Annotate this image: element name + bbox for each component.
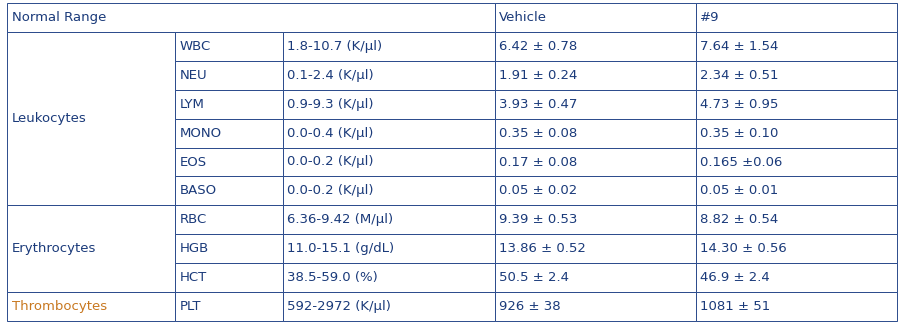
Text: 2.34 ± 0.51: 2.34 ± 0.51 bbox=[700, 69, 778, 82]
Text: 0.0-0.2 (K/μl): 0.0-0.2 (K/μl) bbox=[287, 184, 374, 198]
Text: 0.0-0.2 (K/μl): 0.0-0.2 (K/μl) bbox=[287, 156, 374, 168]
Text: 13.86 ± 0.52: 13.86 ± 0.52 bbox=[498, 242, 585, 255]
Bar bbox=[283, 31, 494, 61]
Bar bbox=[695, 205, 896, 235]
Bar bbox=[494, 61, 695, 89]
Text: 926 ± 38: 926 ± 38 bbox=[498, 300, 561, 313]
Text: 1.8-10.7 (K/μl): 1.8-10.7 (K/μl) bbox=[287, 40, 382, 52]
Text: WBC: WBC bbox=[180, 40, 210, 52]
Text: 0.17 ± 0.08: 0.17 ± 0.08 bbox=[498, 156, 577, 168]
Text: 6.36-9.42 (M/μl): 6.36-9.42 (M/μl) bbox=[287, 214, 393, 226]
Text: Leukocytes: Leukocytes bbox=[12, 112, 87, 125]
Text: MONO: MONO bbox=[180, 126, 221, 140]
Bar bbox=[695, 235, 896, 263]
Text: 0.0-0.4 (K/μl): 0.0-0.4 (K/μl) bbox=[287, 126, 373, 140]
Text: 0.165 ±0.06: 0.165 ±0.06 bbox=[700, 156, 782, 168]
Bar bbox=[7, 3, 494, 31]
Bar bbox=[175, 263, 283, 293]
Text: 0.1-2.4 (K/μl): 0.1-2.4 (K/μl) bbox=[287, 69, 374, 82]
Bar bbox=[695, 147, 896, 177]
Text: 3.93 ± 0.47: 3.93 ± 0.47 bbox=[498, 98, 577, 110]
Text: 0.9-9.3 (K/μl): 0.9-9.3 (K/μl) bbox=[287, 98, 374, 110]
Text: LYM: LYM bbox=[180, 98, 204, 110]
Bar bbox=[695, 263, 896, 293]
Bar bbox=[494, 205, 695, 235]
Bar bbox=[175, 293, 283, 321]
Bar bbox=[494, 119, 695, 147]
Bar bbox=[175, 205, 283, 235]
Bar bbox=[283, 177, 494, 205]
Bar bbox=[283, 119, 494, 147]
Text: 6.42 ± 0.78: 6.42 ± 0.78 bbox=[498, 40, 577, 52]
Bar bbox=[494, 3, 695, 31]
Bar bbox=[7, 31, 175, 205]
Text: 50.5 ± 2.4: 50.5 ± 2.4 bbox=[498, 272, 569, 284]
Text: PLT: PLT bbox=[180, 300, 201, 313]
Bar bbox=[695, 31, 896, 61]
Text: BASO: BASO bbox=[180, 184, 217, 198]
Bar bbox=[494, 89, 695, 119]
Bar bbox=[695, 293, 896, 321]
Bar bbox=[175, 89, 283, 119]
Text: 14.30 ± 0.56: 14.30 ± 0.56 bbox=[700, 242, 787, 255]
Bar bbox=[283, 89, 494, 119]
Text: 1081 ± 51: 1081 ± 51 bbox=[700, 300, 769, 313]
Text: HCT: HCT bbox=[180, 272, 207, 284]
Bar bbox=[494, 235, 695, 263]
Text: 0.05 ± 0.02: 0.05 ± 0.02 bbox=[498, 184, 577, 198]
Bar bbox=[175, 147, 283, 177]
Bar bbox=[494, 31, 695, 61]
Bar bbox=[283, 147, 494, 177]
Bar bbox=[175, 177, 283, 205]
Bar bbox=[283, 61, 494, 89]
Bar bbox=[695, 89, 896, 119]
Bar bbox=[175, 31, 283, 61]
Bar bbox=[7, 293, 175, 321]
Text: 1.91 ± 0.24: 1.91 ± 0.24 bbox=[498, 69, 577, 82]
Bar bbox=[283, 205, 494, 235]
Text: 7.64 ± 1.54: 7.64 ± 1.54 bbox=[700, 40, 777, 52]
Bar bbox=[695, 177, 896, 205]
Text: #9: #9 bbox=[700, 11, 719, 24]
Text: 8.82 ± 0.54: 8.82 ± 0.54 bbox=[700, 214, 777, 226]
Text: 0.05 ± 0.01: 0.05 ± 0.01 bbox=[700, 184, 777, 198]
Bar bbox=[283, 293, 494, 321]
Text: 592-2972 (K/μl): 592-2972 (K/μl) bbox=[287, 300, 391, 313]
Text: 9.39 ± 0.53: 9.39 ± 0.53 bbox=[498, 214, 577, 226]
Bar bbox=[494, 293, 695, 321]
Text: 11.0-15.1 (g/dL): 11.0-15.1 (g/dL) bbox=[287, 242, 394, 255]
Text: Erythrocytes: Erythrocytes bbox=[12, 242, 96, 255]
Bar bbox=[695, 3, 896, 31]
Bar bbox=[494, 177, 695, 205]
Bar bbox=[175, 61, 283, 89]
Bar bbox=[175, 235, 283, 263]
Bar bbox=[7, 205, 175, 293]
Text: 0.35 ± 0.10: 0.35 ± 0.10 bbox=[700, 126, 777, 140]
Text: NEU: NEU bbox=[180, 69, 207, 82]
Bar bbox=[695, 119, 896, 147]
Text: Vehicle: Vehicle bbox=[498, 11, 546, 24]
Bar bbox=[175, 119, 283, 147]
Text: 38.5-59.0 (%): 38.5-59.0 (%) bbox=[287, 272, 377, 284]
Text: 46.9 ± 2.4: 46.9 ± 2.4 bbox=[700, 272, 769, 284]
Text: Normal Range: Normal Range bbox=[12, 11, 106, 24]
Bar bbox=[283, 235, 494, 263]
Text: EOS: EOS bbox=[180, 156, 207, 168]
Text: RBC: RBC bbox=[180, 214, 207, 226]
Bar bbox=[695, 61, 896, 89]
Bar bbox=[283, 263, 494, 293]
Bar bbox=[494, 147, 695, 177]
Text: HGB: HGB bbox=[180, 242, 209, 255]
Text: Thrombocytes: Thrombocytes bbox=[12, 300, 107, 313]
Text: 0.35 ± 0.08: 0.35 ± 0.08 bbox=[498, 126, 577, 140]
Text: 4.73 ± 0.95: 4.73 ± 0.95 bbox=[700, 98, 777, 110]
Bar bbox=[494, 263, 695, 293]
